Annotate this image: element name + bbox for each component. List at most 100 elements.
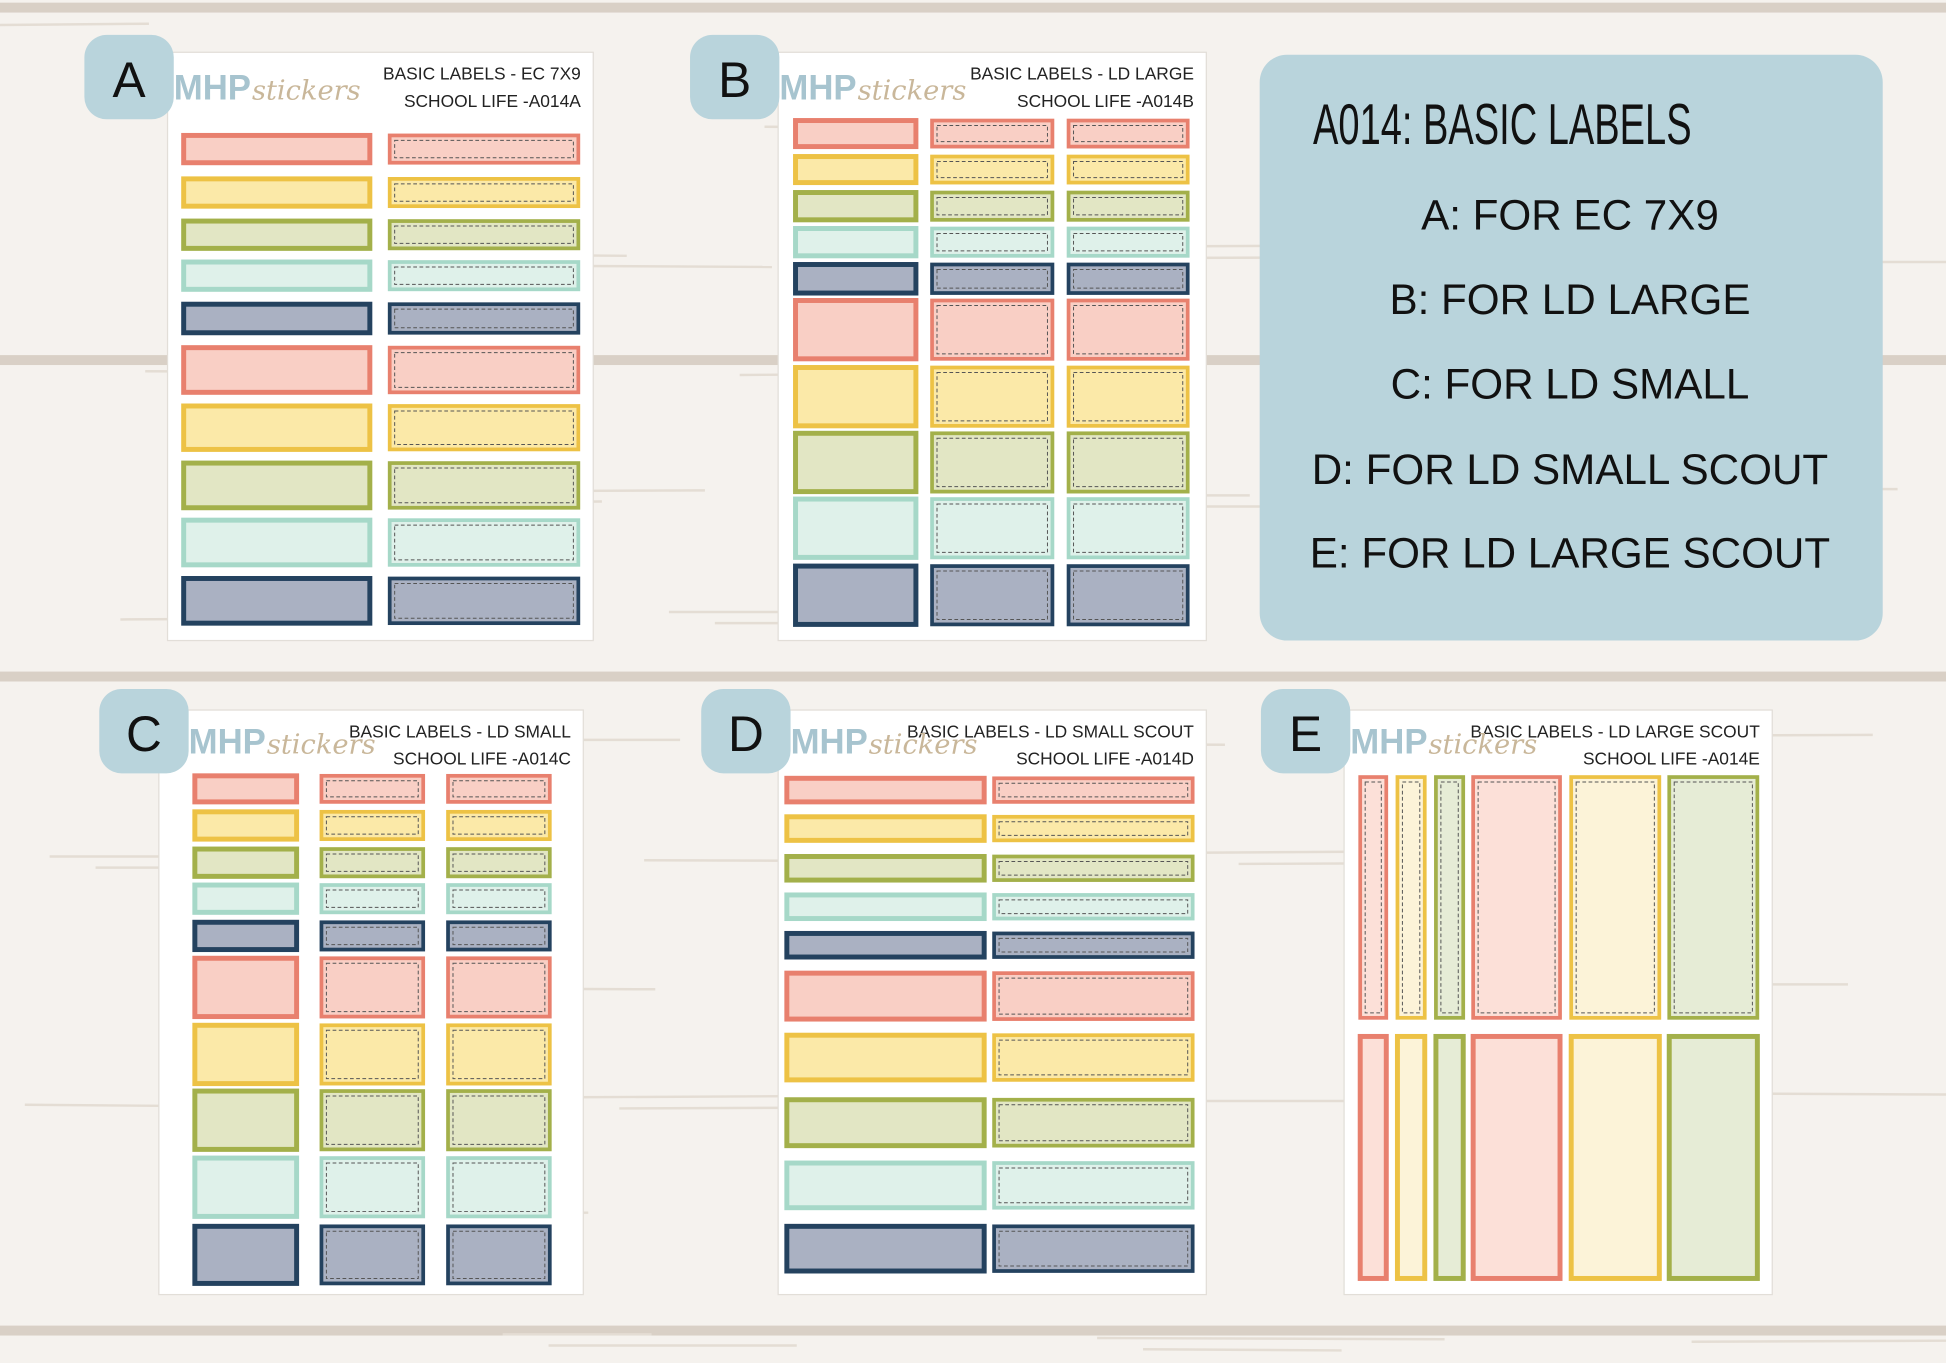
label <box>992 971 1195 1021</box>
label-cut-line <box>452 1162 546 1212</box>
label-cut-line <box>998 1167 1189 1204</box>
wood-grain <box>1097 1336 1445 1341</box>
label <box>446 1156 552 1219</box>
label-cut-line <box>394 410 574 445</box>
sheet-badge <box>99 688 189 774</box>
sheet-badge <box>701 688 791 774</box>
label-cut-line <box>1073 570 1184 620</box>
wood-grain <box>1143 1347 1342 1352</box>
label-cut-line <box>936 437 1048 488</box>
label-cut-line <box>998 821 1189 836</box>
label <box>793 262 919 296</box>
sheet-title-line: BASIC LABELS - LD LARGE <box>970 64 1194 84</box>
brand-name: MHP <box>791 723 868 761</box>
label <box>930 262 1055 295</box>
label <box>992 931 1195 959</box>
label <box>1066 118 1190 149</box>
label <box>192 846 300 879</box>
label-cut-line <box>452 1230 546 1279</box>
label <box>446 847 552 879</box>
label <box>319 1224 426 1286</box>
label <box>992 776 1195 804</box>
label <box>319 1089 426 1152</box>
label-cut-line <box>394 139 574 159</box>
label <box>319 920 426 952</box>
brand-script: stickers <box>267 729 376 760</box>
label <box>192 882 300 915</box>
sheet-badge-letter: E <box>1289 706 1322 762</box>
label-cut-line <box>325 816 419 835</box>
info-panel <box>1259 54 1883 641</box>
label <box>192 1223 300 1286</box>
label-cut-line <box>452 1095 546 1145</box>
label <box>1066 298 1190 361</box>
label <box>192 773 300 805</box>
label <box>387 219 581 251</box>
label-cut-line <box>325 1029 419 1080</box>
label <box>784 854 987 883</box>
label <box>387 302 581 335</box>
label <box>446 883 552 915</box>
label-cut-line <box>1073 503 1184 553</box>
brand-script: stickers <box>252 75 361 106</box>
sheet-badge <box>690 34 780 120</box>
label-cut-line <box>452 816 546 835</box>
label <box>387 133 581 165</box>
label <box>319 1156 426 1219</box>
label <box>387 345 581 395</box>
brand-script: stickers <box>858 75 967 106</box>
label <box>192 1155 300 1219</box>
label <box>784 1097 987 1149</box>
label <box>793 430 919 495</box>
label <box>1471 775 1562 1020</box>
label <box>930 431 1055 494</box>
label-cut-line <box>325 889 419 908</box>
label-cut-line <box>998 1230 1189 1267</box>
label <box>784 930 987 960</box>
plank-gap <box>0 2 1946 13</box>
label-cut-line <box>1073 268 1184 289</box>
label <box>992 893 1195 921</box>
label <box>1066 190 1190 222</box>
label <box>192 809 300 842</box>
label <box>181 576 373 626</box>
label-cut-line <box>936 232 1048 252</box>
label <box>181 132 373 166</box>
label-cut-line <box>998 937 1189 953</box>
label-cut-line <box>1401 781 1421 1014</box>
label-cut-line <box>1364 781 1382 1014</box>
label-cut-line <box>452 926 546 946</box>
label-cut-line <box>1073 304 1184 355</box>
label-cut-line <box>325 1095 419 1145</box>
label-cut-line <box>936 570 1048 620</box>
label-cut-line <box>936 196 1048 216</box>
brand-name: MHP <box>779 69 856 107</box>
label <box>1568 1033 1662 1281</box>
label-cut-line <box>936 125 1048 143</box>
label-cut-line <box>998 1104 1189 1142</box>
label <box>1395 775 1427 1020</box>
label-cut-line <box>936 268 1048 289</box>
label <box>192 1088 300 1152</box>
label <box>446 1224 552 1286</box>
label <box>387 260 581 292</box>
label <box>387 461 581 510</box>
label <box>793 298 919 362</box>
label-cut-line <box>1673 781 1753 1014</box>
label <box>930 226 1055 258</box>
label-cut-line <box>325 853 419 872</box>
label <box>1394 1033 1428 1281</box>
sheet-title-line: SCHOOL LIFE -A014E <box>1583 749 1760 769</box>
label <box>992 1161 1195 1210</box>
label <box>930 154 1055 185</box>
plank-gap <box>0 1325 1946 1336</box>
label <box>784 1223 987 1274</box>
label <box>319 773 426 804</box>
brand-name: MHP <box>189 723 266 761</box>
label-cut-line <box>325 1230 419 1279</box>
label <box>793 226 919 259</box>
label <box>1666 1033 1760 1281</box>
label-cut-line <box>1073 371 1184 422</box>
label <box>446 1089 552 1152</box>
label <box>319 883 426 915</box>
